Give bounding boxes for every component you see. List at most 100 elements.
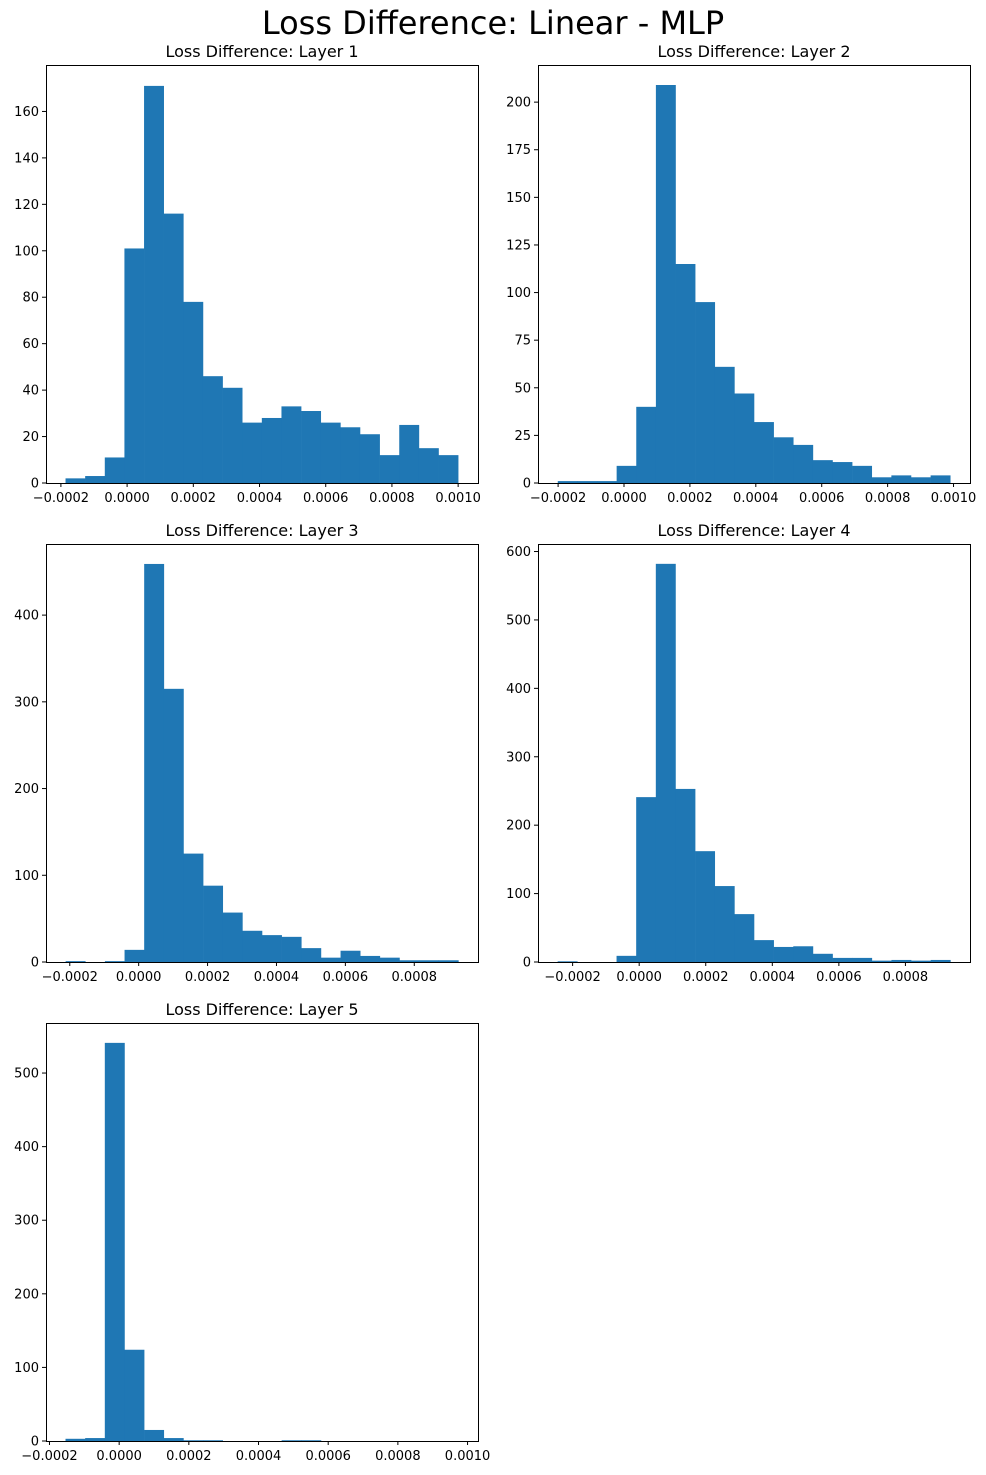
x-tick-label: 0.0002 xyxy=(171,491,217,506)
y-tick-label: 0 xyxy=(31,1435,39,1450)
y-tick-label: 100 xyxy=(14,869,39,884)
y-tick-label: 400 xyxy=(14,1140,39,1155)
histogram-bar xyxy=(597,481,617,483)
histogram-bar xyxy=(871,960,892,962)
histogram-bar xyxy=(832,462,853,483)
subplot-title: Loss Difference: Layer 2 xyxy=(657,42,850,61)
histogram-bar xyxy=(930,959,951,962)
histogram-bar xyxy=(144,1429,165,1441)
histogram-bar xyxy=(793,946,814,962)
histogram-bar xyxy=(616,465,637,483)
subplot-layer-1: Loss Difference: Layer 1 −0.0002 0.0000 0.… xyxy=(14,42,481,506)
histogram-bar xyxy=(85,476,106,483)
x-tick-label: 0.0006 xyxy=(305,1449,351,1464)
histogram-bar xyxy=(773,946,794,962)
y-tick-label: 200 xyxy=(506,819,531,834)
subplot-title: Loss Difference: Layer 4 xyxy=(657,521,850,540)
histogram-bar xyxy=(418,448,439,483)
histogram-bar xyxy=(360,955,381,962)
subplot-layer-4: Loss Difference: Layer 4 −0.0002 0.0000 0.… xyxy=(506,521,971,985)
x-tick-label: 0.0002 xyxy=(185,970,231,985)
x-tick-label: 0.0004 xyxy=(254,970,300,985)
x-tick-label: 0.0006 xyxy=(816,970,862,985)
histogram-bar xyxy=(222,912,243,962)
x-tick-label: 0.0004 xyxy=(236,1449,282,1464)
y-tick-label: 140 xyxy=(14,151,39,166)
histogram-bar xyxy=(163,1438,184,1441)
histogram-bar xyxy=(714,886,735,962)
y-tick-label: 600 xyxy=(506,545,531,560)
histogram-bar xyxy=(734,914,755,962)
x-axis: −0.0002 0.0000 0.0002 0.0004 0.0006 0.0008 0.0… xyxy=(33,483,481,506)
histogram-bar xyxy=(222,387,243,483)
histogram-bar xyxy=(675,788,696,962)
histogram-bar xyxy=(379,957,400,962)
histogram-bar xyxy=(852,957,873,962)
y-tick-label: 60 xyxy=(22,337,39,352)
histogram-bar xyxy=(655,85,676,483)
x-axis: −0.0002 0.0000 0.0002 0.0004 0.0006 0.0008 xyxy=(42,962,437,985)
histogram-bar xyxy=(773,437,794,483)
histogram-bars xyxy=(65,85,459,484)
histogram-bar xyxy=(911,960,932,962)
histogram-bar xyxy=(203,885,224,962)
y-tick-label: 50 xyxy=(514,381,531,396)
histogram-bar xyxy=(183,853,204,962)
x-axis: −0.0002 0.0000 0.0002 0.0004 0.0006 0.0008 xyxy=(544,962,928,985)
subplot-layer-2: Loss Difference: Layer 2 −0.0002 0.0000 0.… xyxy=(506,42,976,506)
x-tick-label: 0.0008 xyxy=(369,491,415,506)
histogram-bar xyxy=(183,1440,204,1441)
subplot-layer-3: Loss Difference: Layer 3 −0.0002 0.0000 0.… xyxy=(14,521,479,985)
y-tick-label: 80 xyxy=(22,291,39,306)
y-tick-label: 300 xyxy=(14,1214,39,1229)
histogram-bar xyxy=(379,455,400,483)
subplot-layer-5: Loss Difference: Layer 5 −0.0002 0.0000 0.… xyxy=(14,1000,490,1464)
x-tick-label: 0.0000 xyxy=(616,970,662,985)
y-axis: 0 20 40 60 80 100 120 140 160 xyxy=(14,105,46,492)
histogram-bar xyxy=(144,563,165,962)
x-tick-label: 0.0004 xyxy=(733,491,779,506)
histogram-bars xyxy=(557,563,951,962)
histogram-bar xyxy=(871,477,892,483)
y-tick-label: 160 xyxy=(14,105,39,120)
y-axis: 0 100 200 300 400 xyxy=(14,609,46,971)
x-axis: −0.0002 0.0000 0.0002 0.0004 0.0006 0.0008 0.0… xyxy=(21,1441,490,1464)
x-tick-label: 0.0010 xyxy=(931,491,977,506)
subplot-title: Loss Difference: Layer 3 xyxy=(165,521,358,540)
histogram-bar xyxy=(695,302,716,483)
histogram-bar xyxy=(163,213,184,483)
x-tick-label: −0.0002 xyxy=(42,970,98,985)
histogram-bar xyxy=(124,949,145,962)
histogram-bar xyxy=(636,797,657,962)
histogram-bar xyxy=(655,563,676,962)
y-tick-label: 100 xyxy=(14,244,39,259)
y-tick-label: 0 xyxy=(523,956,531,971)
histogram-bar xyxy=(891,959,912,962)
y-tick-label: 40 xyxy=(22,384,39,399)
x-tick-label: 0.0000 xyxy=(601,491,647,506)
histogram-bar xyxy=(144,85,164,484)
axes-frame xyxy=(46,544,479,963)
histogram-bars xyxy=(557,85,951,483)
histogram-bars xyxy=(65,1042,322,1441)
histogram-bar xyxy=(754,422,774,483)
histogram-bar xyxy=(281,1440,302,1441)
histogram-bar xyxy=(340,950,361,962)
histogram-bar xyxy=(695,851,716,962)
y-axis: 0 100 200 300 400 500 600 xyxy=(506,545,538,971)
histogram-bar xyxy=(242,930,263,962)
histogram-bar xyxy=(910,477,931,483)
x-tick-label: 0.0006 xyxy=(303,491,349,506)
y-tick-label: 175 xyxy=(506,143,531,158)
x-tick-label: 0.0002 xyxy=(166,1449,212,1464)
x-tick-label: −0.0002 xyxy=(530,491,586,506)
histogram-bar xyxy=(930,475,951,483)
x-tick-label: 0.0002 xyxy=(683,970,729,985)
axes-frame xyxy=(538,544,971,963)
x-tick-label: −0.0002 xyxy=(21,1449,77,1464)
x-tick-label: 0.0008 xyxy=(883,970,929,985)
y-tick-label: 0 xyxy=(523,477,531,492)
histogram-bar xyxy=(812,460,833,483)
y-tick-label: 120 xyxy=(14,198,39,213)
